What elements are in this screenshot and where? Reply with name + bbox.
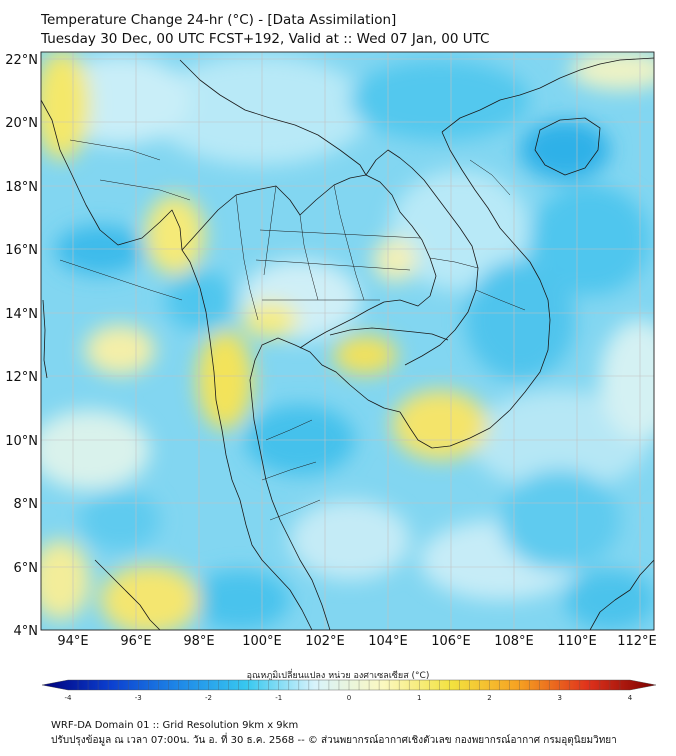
map-subtitle: Tuesday 30 Dec, 00 UTC FCST+192, Valid a… <box>41 31 490 47</box>
field-blobs <box>41 52 654 630</box>
lat-label: 14°N <box>5 307 38 322</box>
lon-label: 104°E <box>368 634 408 649</box>
lon-label: 100°E <box>242 634 282 649</box>
colorbar-tick-label: 2 <box>487 694 491 702</box>
lon-label: 106°E <box>431 634 471 649</box>
colorbar-tick-marks <box>77 680 621 690</box>
temperature-field <box>41 52 654 630</box>
footer-model-info: WRF-DA Domain 01 :: Grid Resolution 9km … <box>51 720 299 731</box>
colorbar-tick-label: -4 <box>65 694 73 702</box>
lat-label: 18°N <box>5 180 38 195</box>
map-figure: 22°N 20°N 18°N 16°N 14°N 12°N 10°N 8°N 6… <box>5 51 657 649</box>
lon-label: 110°E <box>557 634 597 649</box>
colorbar-tick-label: 1 <box>417 694 421 702</box>
lon-label: 94°E <box>57 634 88 649</box>
lon-label: 108°E <box>494 634 534 649</box>
coastlines-and-borders <box>41 57 654 630</box>
graticule <box>41 52 654 630</box>
lat-label: 6°N <box>14 561 39 576</box>
lat-label: 16°N <box>5 243 38 258</box>
colorbar-tick-label: -3 <box>135 694 142 702</box>
colorbar: -4 -3 -2 -1 0 1 2 3 4 <box>41 679 657 702</box>
lat-label: 22°N <box>5 53 38 68</box>
longitude-labels: 94°E 96°E 98°E 100°E 102°E 104°E 106°E 1… <box>57 634 656 649</box>
lon-label: 102°E <box>305 634 345 649</box>
map-frame <box>40 51 655 631</box>
lat-label: 10°N <box>5 434 38 449</box>
footer-credit: ปรับปรุงข้อมูล ณ เวลา 07:00น. วัน อ. ที่… <box>51 735 617 746</box>
lat-label: 20°N <box>5 116 38 131</box>
colorbar-tick-label: 0 <box>347 694 351 702</box>
colorbar-tick-label: -2 <box>205 694 212 702</box>
colorbar-labels: -4 -3 -2 -1 0 1 2 3 4 <box>65 694 633 702</box>
lat-label: 12°N <box>5 370 38 385</box>
lat-label: 8°N <box>14 497 39 512</box>
lon-label: 112°E <box>617 634 657 649</box>
lat-label: 4°N <box>14 624 39 639</box>
colorbar-title: อุณหภูมิเปลี่ยนแปลง หน่วย องศาเซลเซียส (… <box>246 671 430 681</box>
latitude-labels: 22°N 20°N 18°N 16°N 14°N 12°N 10°N 8°N 6… <box>5 53 38 639</box>
lon-label: 98°E <box>183 634 214 649</box>
colorbar-tick-label: -1 <box>275 694 282 702</box>
lon-label: 96°E <box>120 634 151 649</box>
colorbar-tick-label: 4 <box>628 694 633 702</box>
colorbar-tick-label: 3 <box>558 694 562 702</box>
map-title: Temperature Change 24-hr (°C) - [Data As… <box>41 12 397 28</box>
